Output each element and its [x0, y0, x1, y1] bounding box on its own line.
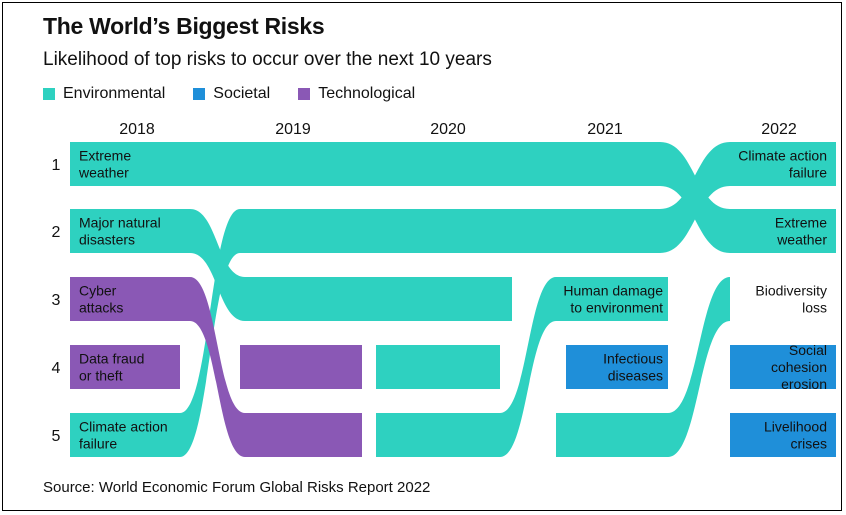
- rank-label-1: 1: [52, 157, 61, 174]
- risk-label-2021-rank-4: Infectious diseases: [603, 351, 663, 384]
- rank-label-3: 3: [52, 292, 61, 309]
- band-social-cohesion: [730, 345, 836, 389]
- band-human-damage-2020-b: [376, 413, 500, 457]
- legend-item-technological: Technological: [298, 85, 415, 103]
- risk-label-2022-rank-3: Biodiversity loss: [755, 283, 827, 316]
- risk-label-2018-rank-1: Extreme weather: [78, 148, 131, 181]
- ribbon-biodiversity: [668, 277, 730, 457]
- ribbon-natural-disasters: [190, 209, 245, 321]
- ribbon-human-damage: [500, 277, 556, 457]
- ribbon-climate-action-top: [660, 142, 730, 253]
- legend-swatch-technological: [298, 88, 311, 100]
- legend-label-technological: Technological: [318, 85, 416, 102]
- band-human-damage-2020: [376, 345, 500, 389]
- band-data-fraud-2018: [70, 345, 180, 389]
- chart-subtitle: Likelihood of top risks to occur over th…: [43, 49, 492, 70]
- legend-label-environmental: Environmental: [63, 85, 166, 102]
- band-infectious-diseases: [566, 345, 668, 389]
- year-label-2022: 2022: [761, 121, 797, 138]
- legend-item-societal: Societal: [193, 85, 270, 103]
- band-livelihood-crises: [730, 413, 836, 457]
- risk-label-2018-rank-5: Climate action failure: [79, 419, 168, 452]
- risk-label-2022-rank-4: Social cohesion erosion: [771, 342, 827, 392]
- risk-label-2022-rank-5: Livelihood crises: [764, 419, 827, 452]
- risk-label-2022-rank-2: Extreme weather: [775, 215, 827, 248]
- risk-label-2022-rank-1: Climate action failure: [738, 148, 827, 181]
- chart-axis: 2018 2019 2020 2021 2022 1 2 3 4 5: [52, 121, 797, 445]
- band-cyber-attacks-2018: [70, 277, 190, 321]
- band-natural-disasters: [245, 277, 512, 321]
- legend-swatch-societal: [193, 88, 206, 100]
- legend-label-societal: Societal: [213, 85, 271, 102]
- band-climate-action-2018: [70, 413, 180, 457]
- risk-bands: [70, 142, 836, 457]
- chart-title: The World’s Biggest Risks: [43, 13, 325, 39]
- legend-swatch-environmental: [43, 88, 55, 100]
- band-cyber-attacks: [245, 413, 362, 457]
- band-natural-disasters-2018: [70, 209, 190, 253]
- rank-label-5: 5: [52, 428, 61, 445]
- band-extreme-weather-2022: [730, 209, 836, 253]
- band-env-2021-row5: [556, 413, 668, 457]
- risk-label-2018-rank-2: Major natural disasters: [79, 215, 161, 248]
- year-label-2018: 2018: [119, 121, 155, 138]
- band-climate-action: [240, 209, 660, 253]
- year-label-2019: 2019: [275, 121, 311, 138]
- year-label-2021: 2021: [587, 121, 623, 138]
- rank-label-4: 4: [52, 360, 61, 377]
- band-human-damage-2021: [556, 277, 668, 321]
- legend-item-environmental: Environmental: [43, 85, 165, 103]
- rank-label-2: 2: [52, 224, 61, 241]
- chart-source: Source: World Economic Forum Global Risk…: [43, 479, 431, 496]
- risk-labels: Extreme weather Major natural disasters Cybe…: [78, 148, 827, 452]
- risk-label-2018-rank-3: Cyber attacks: [79, 283, 123, 316]
- band-data-fraud: [240, 345, 362, 389]
- legend: Environmental Societal Technological: [43, 85, 443, 103]
- band-climate-action-2022: [730, 142, 836, 186]
- ribbon-cyber-attacks: [190, 277, 245, 457]
- risk-label-2018-rank-4: Data fraud or theft: [79, 351, 144, 384]
- year-label-2020: 2020: [430, 121, 466, 138]
- risk-label-2021-rank-3: Human damage to environment: [563, 283, 663, 316]
- band-extreme-weather: [70, 142, 660, 186]
